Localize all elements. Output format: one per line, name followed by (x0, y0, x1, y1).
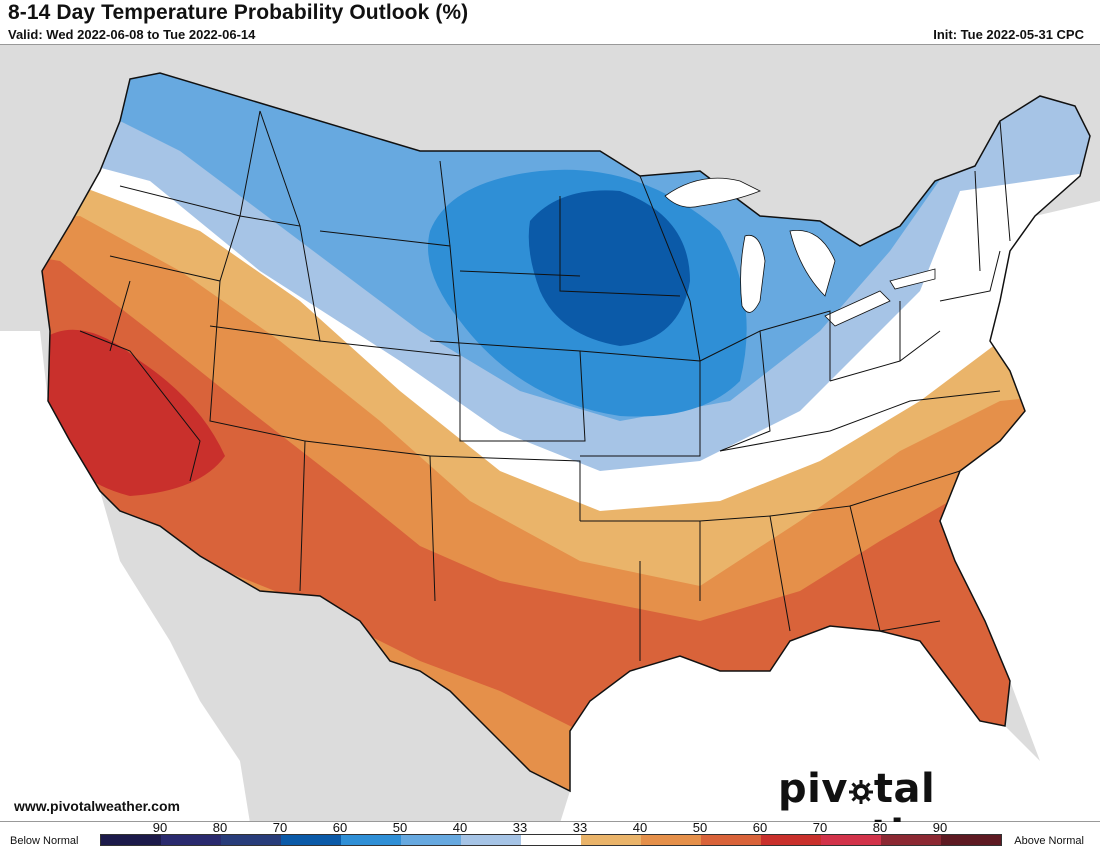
legend-tick-label: 33 (572, 820, 588, 835)
legend-tick-label: 80 (872, 820, 888, 835)
legend-swatch (221, 835, 281, 845)
legend-tick-label: 90 (932, 820, 948, 835)
legend-tick-label: 70 (272, 820, 288, 835)
legend-tick-label: 70 (812, 820, 828, 835)
legend-swatch (581, 835, 641, 845)
legend-bar (100, 834, 1002, 846)
lake-superior (664, 177, 761, 208)
pacific-ocean (0, 331, 250, 821)
legend-swatch (701, 835, 761, 845)
legend-tick-label: 50 (692, 820, 708, 835)
legend-swatch (881, 835, 941, 845)
map-title: 8-14 Day Temperature Probability Outlook… (8, 1, 469, 24)
us-outline (41, 72, 1091, 793)
lake-ontario (889, 268, 936, 290)
map-svg (0, 45, 1100, 821)
legend-swatch (761, 835, 821, 845)
brand-text-before: piv (778, 766, 848, 812)
legend-tick-label: 33 (512, 820, 528, 835)
band-above-50 (42, 251, 1090, 741)
band-above-60 (42, 329, 225, 496)
legend-above-label: Above Normal (1014, 835, 1084, 847)
legend-swatch (641, 835, 701, 845)
band-below-60 (528, 190, 690, 346)
legend-swatch (821, 835, 881, 845)
legend-swatch (341, 835, 401, 845)
legend-tick-label: 60 (332, 820, 348, 835)
legend-tick-label: 40 (632, 820, 648, 835)
gulf-of-mexico (560, 626, 1100, 821)
lake-michigan (740, 234, 766, 313)
gear-icon (848, 766, 874, 812)
legend-swatch (161, 835, 221, 845)
lake-erie (824, 290, 891, 327)
lake-huron (789, 229, 836, 297)
legend-below-label: Below Normal (10, 835, 79, 847)
legend-tick-label: 40 (452, 820, 468, 835)
init-time: Init: Tue 2022-05-31 CPC (933, 27, 1084, 42)
valid-period: Valid: Wed 2022-06-08 to Tue 2022-06-14 (8, 27, 256, 42)
legend-tick-label: 90 (152, 820, 168, 835)
legend-swatch (521, 835, 581, 845)
outlook-map[interactable] (0, 44, 1100, 822)
state-borders (79, 110, 1011, 661)
header: 8-14 Day Temperature Probability Outlook… (0, 0, 1100, 44)
legend-swatch (461, 835, 521, 845)
legend-tick-label: 60 (752, 820, 768, 835)
legend-swatch (941, 835, 1001, 845)
legend-tick-label: 50 (392, 820, 408, 835)
atlantic-ocean (940, 201, 1100, 761)
legend-swatch (401, 835, 461, 845)
legend-tick-label: 80 (212, 820, 228, 835)
legend-swatch (101, 835, 161, 845)
legend-swatch (281, 835, 341, 845)
color-legend: Below Normal 90 80 70 60 50 40 33 33 40 50 60 70 80 9… (0, 820, 1100, 850)
website-url[interactable]: www.pivotalweather.com (14, 798, 180, 814)
